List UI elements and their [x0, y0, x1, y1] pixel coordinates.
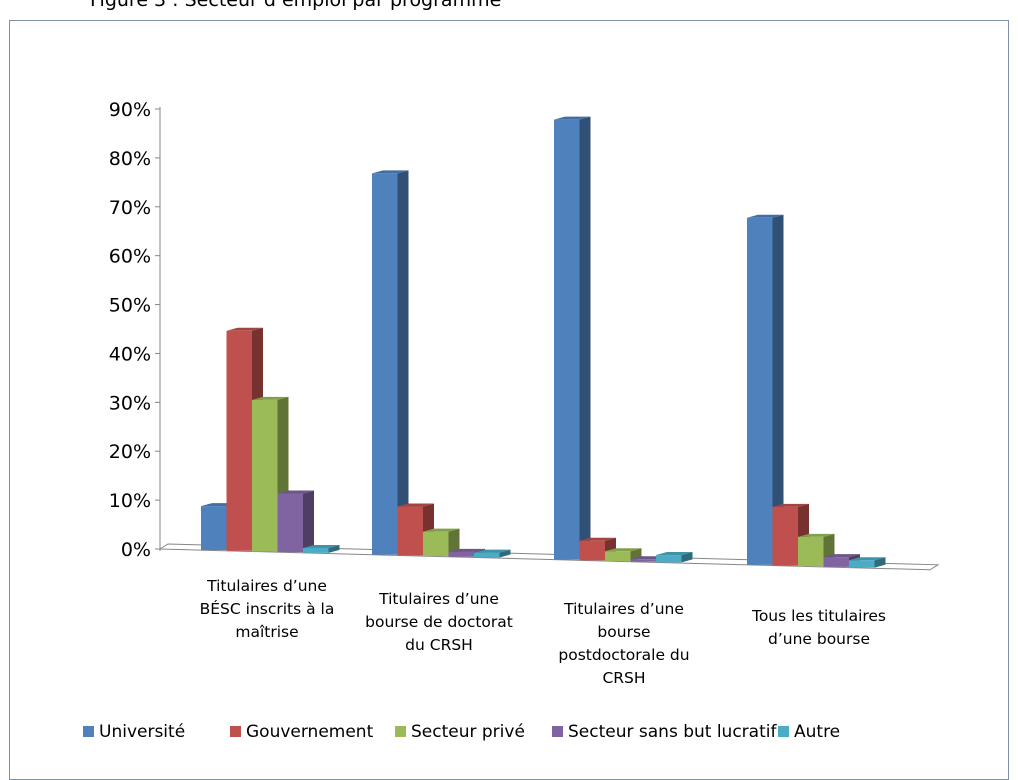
bar-side — [303, 490, 314, 553]
category-label: Titulaires d’une bourse de doctorat du CRS… — [365, 590, 513, 654]
bar-top — [448, 548, 485, 552]
bar-chart: 0% 10% 20% 30% 40% 50% 60% 70% 80% 90% Titulaires … — [83, 99, 940, 742]
bar-top — [474, 549, 511, 553]
bar-side — [397, 170, 409, 555]
bar-side — [579, 116, 591, 560]
y-tick-label: 50% — [109, 295, 151, 317]
legend-swatch — [83, 726, 94, 737]
bar-top — [605, 548, 642, 552]
bar-side — [448, 528, 460, 557]
bar-front — [772, 506, 798, 566]
bar-top — [798, 533, 835, 537]
y-tick-label: 20% — [109, 441, 151, 463]
y-tick-label: 30% — [109, 392, 151, 414]
bar-top — [656, 552, 693, 556]
bar-side — [874, 557, 886, 568]
y-tick-label: 70% — [109, 197, 151, 219]
y-tick-label: 90% — [109, 99, 151, 121]
category-label: Titulaires d’une BÉSC inscrits à la maîtri… — [200, 577, 335, 641]
y-tick-label: 0% — [121, 539, 151, 561]
legend-swatch — [552, 726, 563, 737]
bar-front — [630, 559, 656, 562]
bar-top — [747, 214, 784, 218]
legend-item: Secteur sans but lucratif — [552, 722, 777, 742]
bar-front — [823, 557, 849, 567]
bar-front — [554, 119, 580, 560]
bar-top — [423, 528, 460, 532]
bar-top — [226, 327, 263, 331]
bar-front — [201, 506, 227, 551]
bar-front — [605, 551, 631, 562]
y-tick-label: 80% — [109, 148, 151, 170]
legend-item: Université — [83, 722, 185, 742]
bar-top — [579, 537, 616, 541]
y-tick-label: 60% — [109, 246, 151, 268]
bar-front — [423, 531, 449, 557]
legend-swatch — [395, 726, 406, 737]
legend-label: Autre — [794, 722, 840, 742]
legend-label: Secteur privé — [411, 722, 525, 742]
bar-top — [397, 503, 434, 507]
bar-front — [397, 506, 423, 556]
bar — [423, 528, 460, 557]
bar-front — [798, 536, 824, 567]
legend-swatch — [778, 726, 789, 737]
bar-front — [656, 555, 682, 563]
bar-top — [849, 557, 886, 561]
legend-label: Secteur sans but lucratif — [568, 722, 777, 742]
bar — [849, 557, 886, 568]
bar-front — [849, 560, 875, 568]
bar-top — [252, 396, 289, 400]
legend-swatch — [230, 726, 241, 737]
bar — [798, 533, 835, 567]
bar-top — [277, 490, 314, 494]
legend-item: Gouvernement — [230, 722, 374, 742]
bar-top — [554, 116, 591, 120]
bar-front — [747, 217, 773, 565]
bar — [303, 544, 340, 553]
bar-front — [303, 547, 329, 553]
bar-top — [823, 554, 860, 558]
bar-side — [772, 214, 784, 565]
legend-item: Secteur privé — [395, 722, 525, 742]
chart-floor — [158, 543, 940, 571]
bar-front — [372, 173, 398, 555]
bar-side — [681, 552, 693, 563]
y-tick-label: 10% — [109, 490, 151, 512]
bar-top — [372, 170, 409, 174]
bar — [277, 490, 314, 553]
bar-front — [579, 540, 605, 561]
bar-front — [474, 552, 500, 558]
bar-side — [328, 544, 340, 553]
bar-front — [252, 399, 278, 552]
legend-label: Gouvernement — [246, 722, 374, 742]
bar — [554, 116, 591, 560]
bar-top — [772, 503, 809, 507]
bar — [474, 549, 511, 558]
legend-label: Université — [99, 722, 185, 742]
category-label: Tous les titulaires d’une bourse — [751, 607, 886, 648]
y-tick-label: 40% — [109, 343, 151, 365]
category-label: Titulaires d’une bourse postdoctorale du CR… — [558, 600, 689, 687]
bar-front — [226, 330, 252, 551]
legend-item: Autre — [778, 722, 840, 742]
bar-front — [448, 551, 474, 557]
chart-frame: 0% 10% 20% 30% 40% 50% 60% 70% 80% 90% Titulaires … — [9, 20, 1009, 780]
bar-front — [277, 493, 303, 553]
figure-caption: Figure 3 : Secteur d’emploi par programm… — [90, 0, 502, 11]
bar — [372, 170, 409, 555]
bar-top — [303, 544, 340, 548]
bar-side — [499, 549, 511, 558]
bar — [747, 214, 784, 565]
bar — [656, 552, 693, 563]
